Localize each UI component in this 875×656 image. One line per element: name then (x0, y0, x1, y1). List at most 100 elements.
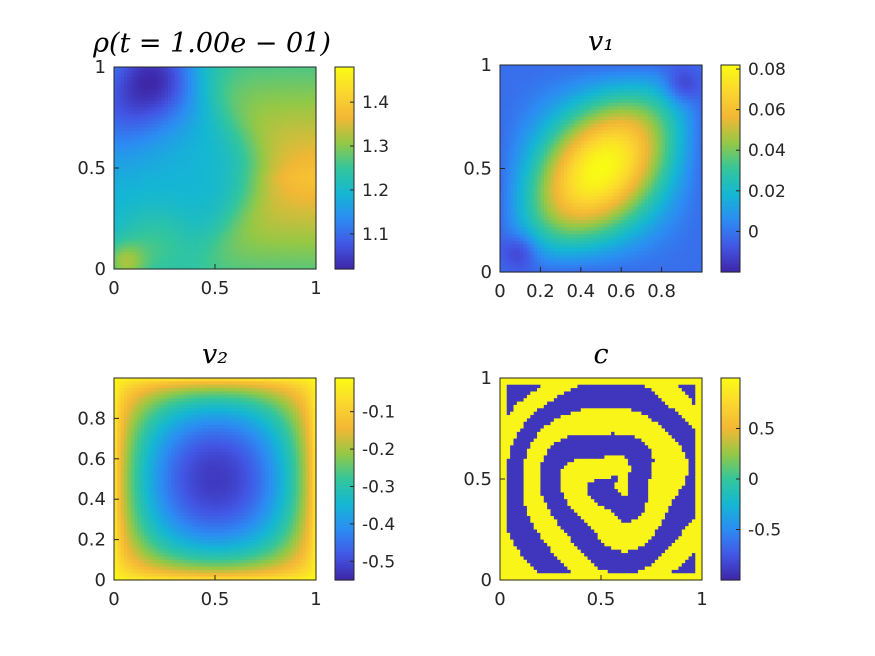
heatmap-cell (130, 157, 135, 162)
heatmap-cell (167, 144, 172, 149)
heatmap-cell (204, 238, 209, 243)
heatmap-cell (614, 71, 619, 76)
colorbar-segment (335, 140, 354, 144)
heatmap-cell (268, 124, 273, 129)
heatmap-cell (151, 164, 155, 169)
heatmap-cell (194, 198, 199, 203)
heatmap-cell (523, 82, 528, 87)
heatmap-cell (691, 68, 696, 73)
heatmap-cell (302, 164, 307, 169)
heatmap-cell (211, 100, 216, 105)
heatmap-cell (285, 120, 290, 125)
heatmap-cell (225, 110, 230, 115)
heatmap-cell (268, 191, 273, 196)
heatmap-cell (299, 144, 304, 149)
heatmap-cell (245, 265, 250, 270)
heatmap-cell (530, 68, 535, 73)
heatmap-cell (262, 144, 267, 149)
heatmap-cell (292, 252, 297, 257)
heatmap-cell (151, 67, 155, 71)
heatmap-cell (127, 137, 132, 142)
heatmap-cell (503, 75, 508, 80)
heatmap-cell (167, 104, 172, 108)
heatmap-cell (282, 144, 287, 149)
heatmap-cell (309, 252, 314, 257)
heatmap-cell (208, 255, 213, 260)
heatmap-cell (634, 120, 639, 125)
heatmap-cell (120, 191, 125, 196)
heatmap-cell (124, 80, 129, 85)
heatmap-cell (177, 242, 182, 247)
heatmap-cell (537, 113, 541, 118)
heatmap-cell (631, 120, 636, 125)
heatmap-cell (601, 116, 605, 121)
colorbar-segment (335, 208, 354, 212)
heatmap-cell (194, 191, 199, 196)
heatmap-cell (523, 120, 528, 125)
heatmap-cell (204, 252, 209, 257)
heatmap-cell (312, 107, 317, 112)
heatmap-cell (513, 109, 518, 114)
heatmap-cell (228, 252, 233, 257)
heatmap-cell (278, 100, 283, 105)
heatmap-cell (127, 258, 132, 263)
heatmap-cell (151, 198, 155, 203)
heatmap-cell (275, 181, 280, 186)
heatmap-cell (607, 99, 612, 104)
heatmap-cell (302, 114, 307, 119)
heatmap-cell (144, 73, 149, 78)
heatmap-cell (241, 258, 246, 263)
heatmap-cell (221, 87, 226, 92)
heatmap-cell (228, 114, 233, 119)
heatmap-cell (587, 134, 592, 139)
colorbar-segment (335, 160, 354, 164)
heatmap-cell (218, 124, 223, 129)
heatmap-cell (262, 215, 267, 220)
heatmap-cell (526, 85, 531, 90)
heatmap-cell (167, 255, 172, 260)
heatmap-cell (114, 198, 118, 203)
heatmap-cell (627, 116, 632, 121)
heatmap-cell (285, 110, 290, 115)
heatmap-cell (644, 85, 649, 90)
colorbar-segment (335, 79, 354, 83)
heatmap-cell (644, 134, 649, 139)
heatmap-cell (151, 80, 155, 85)
heatmap-cell (245, 154, 250, 159)
heatmap-cell (225, 221, 230, 226)
heatmap-cell (124, 252, 129, 257)
heatmap-cell (302, 221, 307, 226)
heatmap-cell (245, 93, 250, 98)
heatmap-cell (258, 83, 263, 88)
heatmap-cell (154, 120, 159, 125)
heatmap-cell (302, 130, 307, 135)
heatmap-cell (154, 248, 159, 253)
heatmap-cell (312, 127, 317, 132)
heatmap-cell (557, 96, 562, 101)
heatmap-cell (211, 134, 216, 139)
heatmap-cell (154, 124, 159, 129)
heatmap-cell (309, 255, 314, 260)
heatmap-cell (289, 208, 294, 213)
heatmap-cell (681, 68, 686, 73)
heatmap-cell (634, 89, 639, 94)
heatmap-cell (124, 201, 129, 206)
heatmap-cell (188, 191, 193, 196)
heatmap-cell (627, 130, 632, 135)
heatmap-cell (594, 78, 599, 83)
heatmap-cell (191, 110, 196, 115)
heatmap-cell (258, 141, 263, 146)
heatmap-cell (312, 77, 317, 82)
heatmap-cell (140, 124, 145, 129)
heatmap-cell (309, 104, 314, 108)
heatmap-cell (305, 215, 310, 220)
heatmap-cell (543, 78, 548, 83)
heatmap-cell (194, 265, 199, 270)
heatmap-cell (255, 90, 260, 95)
heatmap-cell (285, 77, 290, 82)
heatmap-cell (198, 107, 203, 112)
heatmap-cell (624, 106, 629, 111)
heatmap-cell (201, 248, 206, 253)
heatmap-cell (624, 82, 629, 87)
heatmap-cell (191, 90, 196, 95)
